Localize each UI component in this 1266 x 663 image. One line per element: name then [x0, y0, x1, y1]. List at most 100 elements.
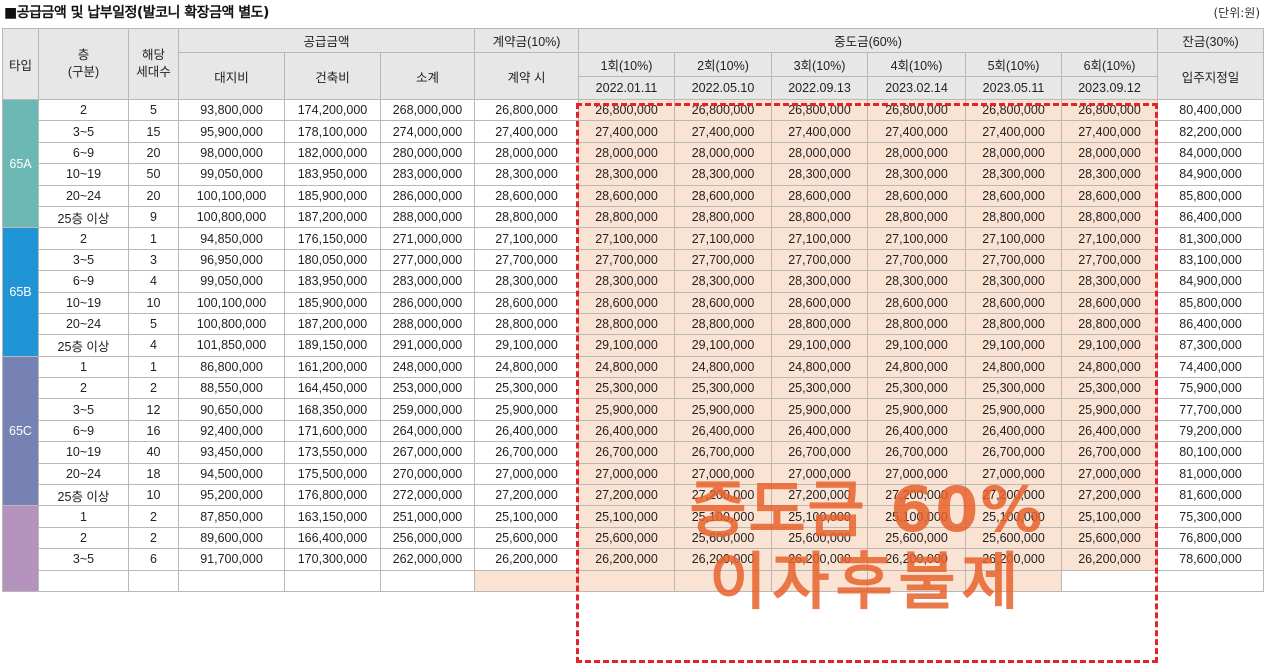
- subtotal-cell: 277,000,000: [380, 248, 475, 272]
- subtotal-cell: 283,000,000: [380, 163, 475, 186]
- empty-cell: [38, 569, 129, 592]
- header-balance: 잔금(30%): [1157, 28, 1264, 53]
- units-cell: 5: [128, 98, 179, 122]
- floor-cell: 3~5: [38, 548, 129, 571]
- middle-payment-cell: 28,000,000: [771, 141, 868, 165]
- middle-payment-cell: 27,700,000: [674, 248, 772, 272]
- middle-payment-cell: 26,800,000: [578, 98, 675, 122]
- middle-payment-cell: 27,000,000: [965, 462, 1062, 486]
- deposit-cell: 26,800,000: [474, 98, 579, 122]
- middle-payment-cell: 26,700,000: [578, 441, 675, 464]
- empty-cell: [965, 569, 1062, 592]
- balance-cell: 85,800,000: [1157, 184, 1264, 207]
- middle-payment-cell: 28,300,000: [674, 163, 772, 186]
- balance-cell: 76,800,000: [1157, 526, 1264, 550]
- land-cost-cell: 92,400,000: [178, 419, 285, 443]
- subtotal-cell: 286,000,000: [380, 184, 475, 207]
- type-cell: [2, 505, 39, 592]
- subtotal-cell: 274,000,000: [380, 120, 475, 143]
- header-type: 타입: [2, 28, 39, 100]
- units-cell: 50: [128, 163, 179, 186]
- middle-payment-cell: 25,900,000: [674, 398, 772, 421]
- middle-payment-cell: 24,800,000: [674, 355, 772, 379]
- middle-payment-cell: 29,100,000: [1060, 334, 1159, 357]
- middle-payment-cell: 28,300,000: [771, 163, 868, 186]
- table-row: 25층 이상 10 95,200,000 176,800,000 272,000,000…: [3, 484, 1264, 507]
- middle-payment-cell: 29,100,000: [965, 334, 1062, 357]
- table-row: 2 2 88,550,000 164,450,000 253,000,000 25,300…: [3, 377, 1264, 400]
- middle-payment-cell: 27,100,000: [1060, 227, 1159, 250]
- deposit-cell: 24,800,000: [474, 355, 579, 379]
- balance-cell: 81,300,000: [1157, 227, 1264, 250]
- deposit-cell: 28,000,000: [474, 141, 579, 165]
- middle-payment-cell: 28,600,000: [578, 291, 675, 314]
- land-cost-cell: 90,650,000: [178, 398, 285, 421]
- balance-cell: 78,600,000: [1157, 548, 1264, 571]
- deposit-cell: 28,300,000: [474, 163, 579, 186]
- empty-cell: [128, 569, 179, 592]
- deposit-cell: 27,700,000: [474, 248, 579, 272]
- building-cost-cell: 161,200,000: [284, 355, 381, 379]
- units-cell: 12: [128, 398, 179, 421]
- middle-payment-cell: 27,200,000: [771, 484, 868, 507]
- middle-payment-cell: 26,700,000: [965, 441, 1062, 464]
- price-schedule-table: 타입 층 (구분) 해당 세대수 공급금액 계약금(10%) 중도금(60%) …: [2, 28, 1264, 592]
- balance-cell: 86,400,000: [1157, 205, 1264, 229]
- middle-payment-cell: 28,300,000: [965, 270, 1062, 293]
- deposit-cell: 26,200,000: [474, 548, 579, 571]
- table-row: 10~19 10 100,100,000 185,900,000 286,000,000…: [3, 291, 1264, 314]
- header-installment-date: 2023.02.14: [867, 76, 966, 100]
- middle-payment-cell: 25,900,000: [578, 398, 675, 421]
- middle-payment-cell: 25,100,000: [578, 505, 675, 528]
- land-cost-cell: 88,550,000: [178, 377, 285, 400]
- table-row: 6~9 20 98,000,000 182,000,000 280,000,000 28,…: [3, 141, 1264, 165]
- middle-payment-cell: 26,800,000: [1060, 98, 1159, 122]
- subtotal-cell: 268,000,000: [380, 98, 475, 122]
- type-cell: 65B: [2, 227, 39, 357]
- middle-payment-cell: 25,600,000: [867, 526, 966, 550]
- middle-payment-cell: 28,300,000: [1060, 270, 1159, 293]
- middle-payment-cell: 27,000,000: [578, 462, 675, 486]
- table-row: 25층 이상 9 100,800,000 187,200,000 288,000,000…: [3, 205, 1264, 229]
- deposit-cell: 28,600,000: [474, 291, 579, 314]
- middle-payment-cell: 28,800,000: [578, 312, 675, 336]
- middle-payment-cell: 25,100,000: [867, 505, 966, 528]
- header-installment-label: 4회(10%): [867, 52, 966, 77]
- header-installment-date: 2023.09.12: [1060, 76, 1159, 100]
- floor-cell: 2: [38, 526, 129, 550]
- middle-payment-cell: 28,800,000: [771, 312, 868, 336]
- land-cost-cell: 100,100,000: [178, 184, 285, 207]
- header-units: 해당 세대수: [128, 28, 179, 100]
- units-cell: 2: [128, 377, 179, 400]
- table-row: 65C 1 1 86,800,000 161,200,000 248,000,000 24,…: [2, 355, 1264, 507]
- floor-cell: 20~24: [38, 462, 129, 486]
- units-cell: 20: [128, 141, 179, 165]
- middle-payment-cell: 28,800,000: [867, 205, 966, 229]
- subtotal-cell: 251,000,000: [380, 505, 475, 528]
- deposit-cell: 26,700,000: [474, 441, 579, 464]
- middle-payment-cell: 27,700,000: [1060, 248, 1159, 272]
- floor-cell: 25층 이상: [38, 484, 129, 507]
- floor-cell: 6~9: [38, 419, 129, 443]
- deposit-cell: 25,600,000: [474, 526, 579, 550]
- building-cost-cell: 185,900,000: [284, 184, 381, 207]
- middle-payment-cell: 28,000,000: [674, 141, 772, 165]
- balance-cell: 77,700,000: [1157, 398, 1264, 421]
- subtotal-cell: 259,000,000: [380, 398, 475, 421]
- table-row: 65A 2 5 93,800,000 174,200,000 268,000,000 26,…: [2, 98, 1264, 229]
- table-header: 타입 층 (구분) 해당 세대수 공급금액 계약금(10%) 중도금(60%) …: [2, 28, 1264, 100]
- subtotal-cell: 288,000,000: [380, 205, 475, 229]
- table-row: 20~24 20 100,100,000 185,900,000 286,000,000…: [3, 184, 1264, 207]
- middle-payment-cell: 28,300,000: [674, 270, 772, 293]
- empty-cell: [1157, 569, 1264, 592]
- header-balance-when: 입주지정일: [1157, 52, 1264, 100]
- balance-cell: 85,800,000: [1157, 291, 1264, 314]
- middle-payment-cell: 25,300,000: [965, 377, 1062, 400]
- floor-cell: 10~19: [38, 163, 129, 186]
- land-cost-cell: 101,850,000: [178, 334, 285, 357]
- middle-payment-cell: 27,100,000: [578, 227, 675, 250]
- land-cost-cell: 94,850,000: [178, 227, 285, 250]
- middle-payment-cell: 25,600,000: [674, 526, 772, 550]
- middle-payment-cell: 27,400,000: [1060, 120, 1159, 143]
- deposit-cell: 25,100,000: [474, 505, 579, 528]
